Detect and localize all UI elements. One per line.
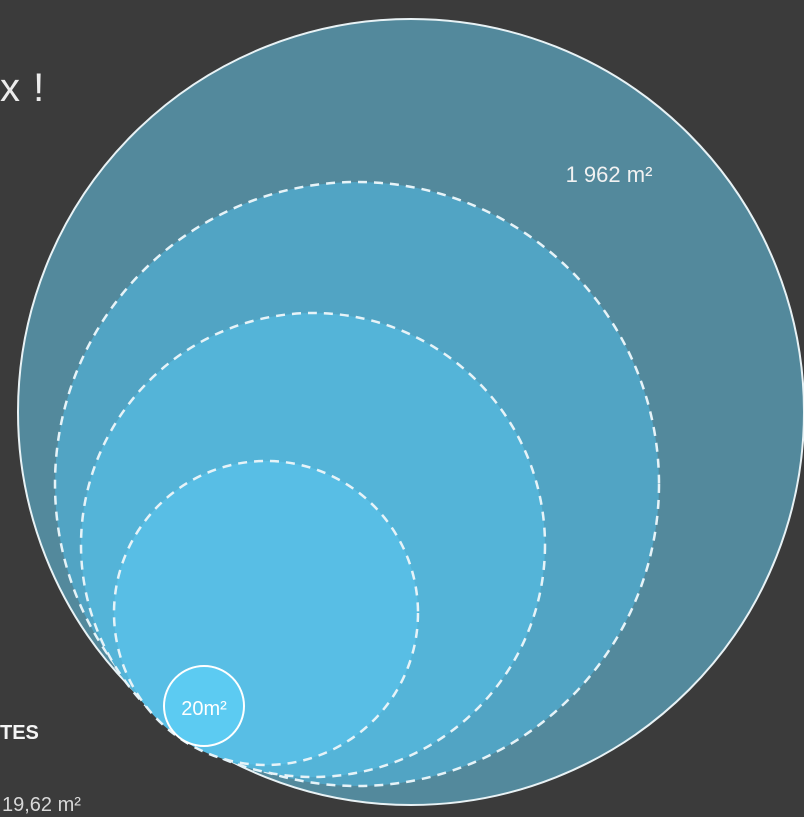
- area-label-largest: 1 962 m²: [566, 162, 653, 187]
- page-title-fragment: x !: [0, 66, 46, 110]
- legend-label-fragment: TES: [0, 722, 39, 744]
- circle-smallest: [163, 665, 245, 747]
- circle-small: [112, 459, 420, 767]
- area-label-smallest: 20m²: [181, 698, 227, 720]
- legend-value-fragment: 19,62 m²: [2, 794, 81, 816]
